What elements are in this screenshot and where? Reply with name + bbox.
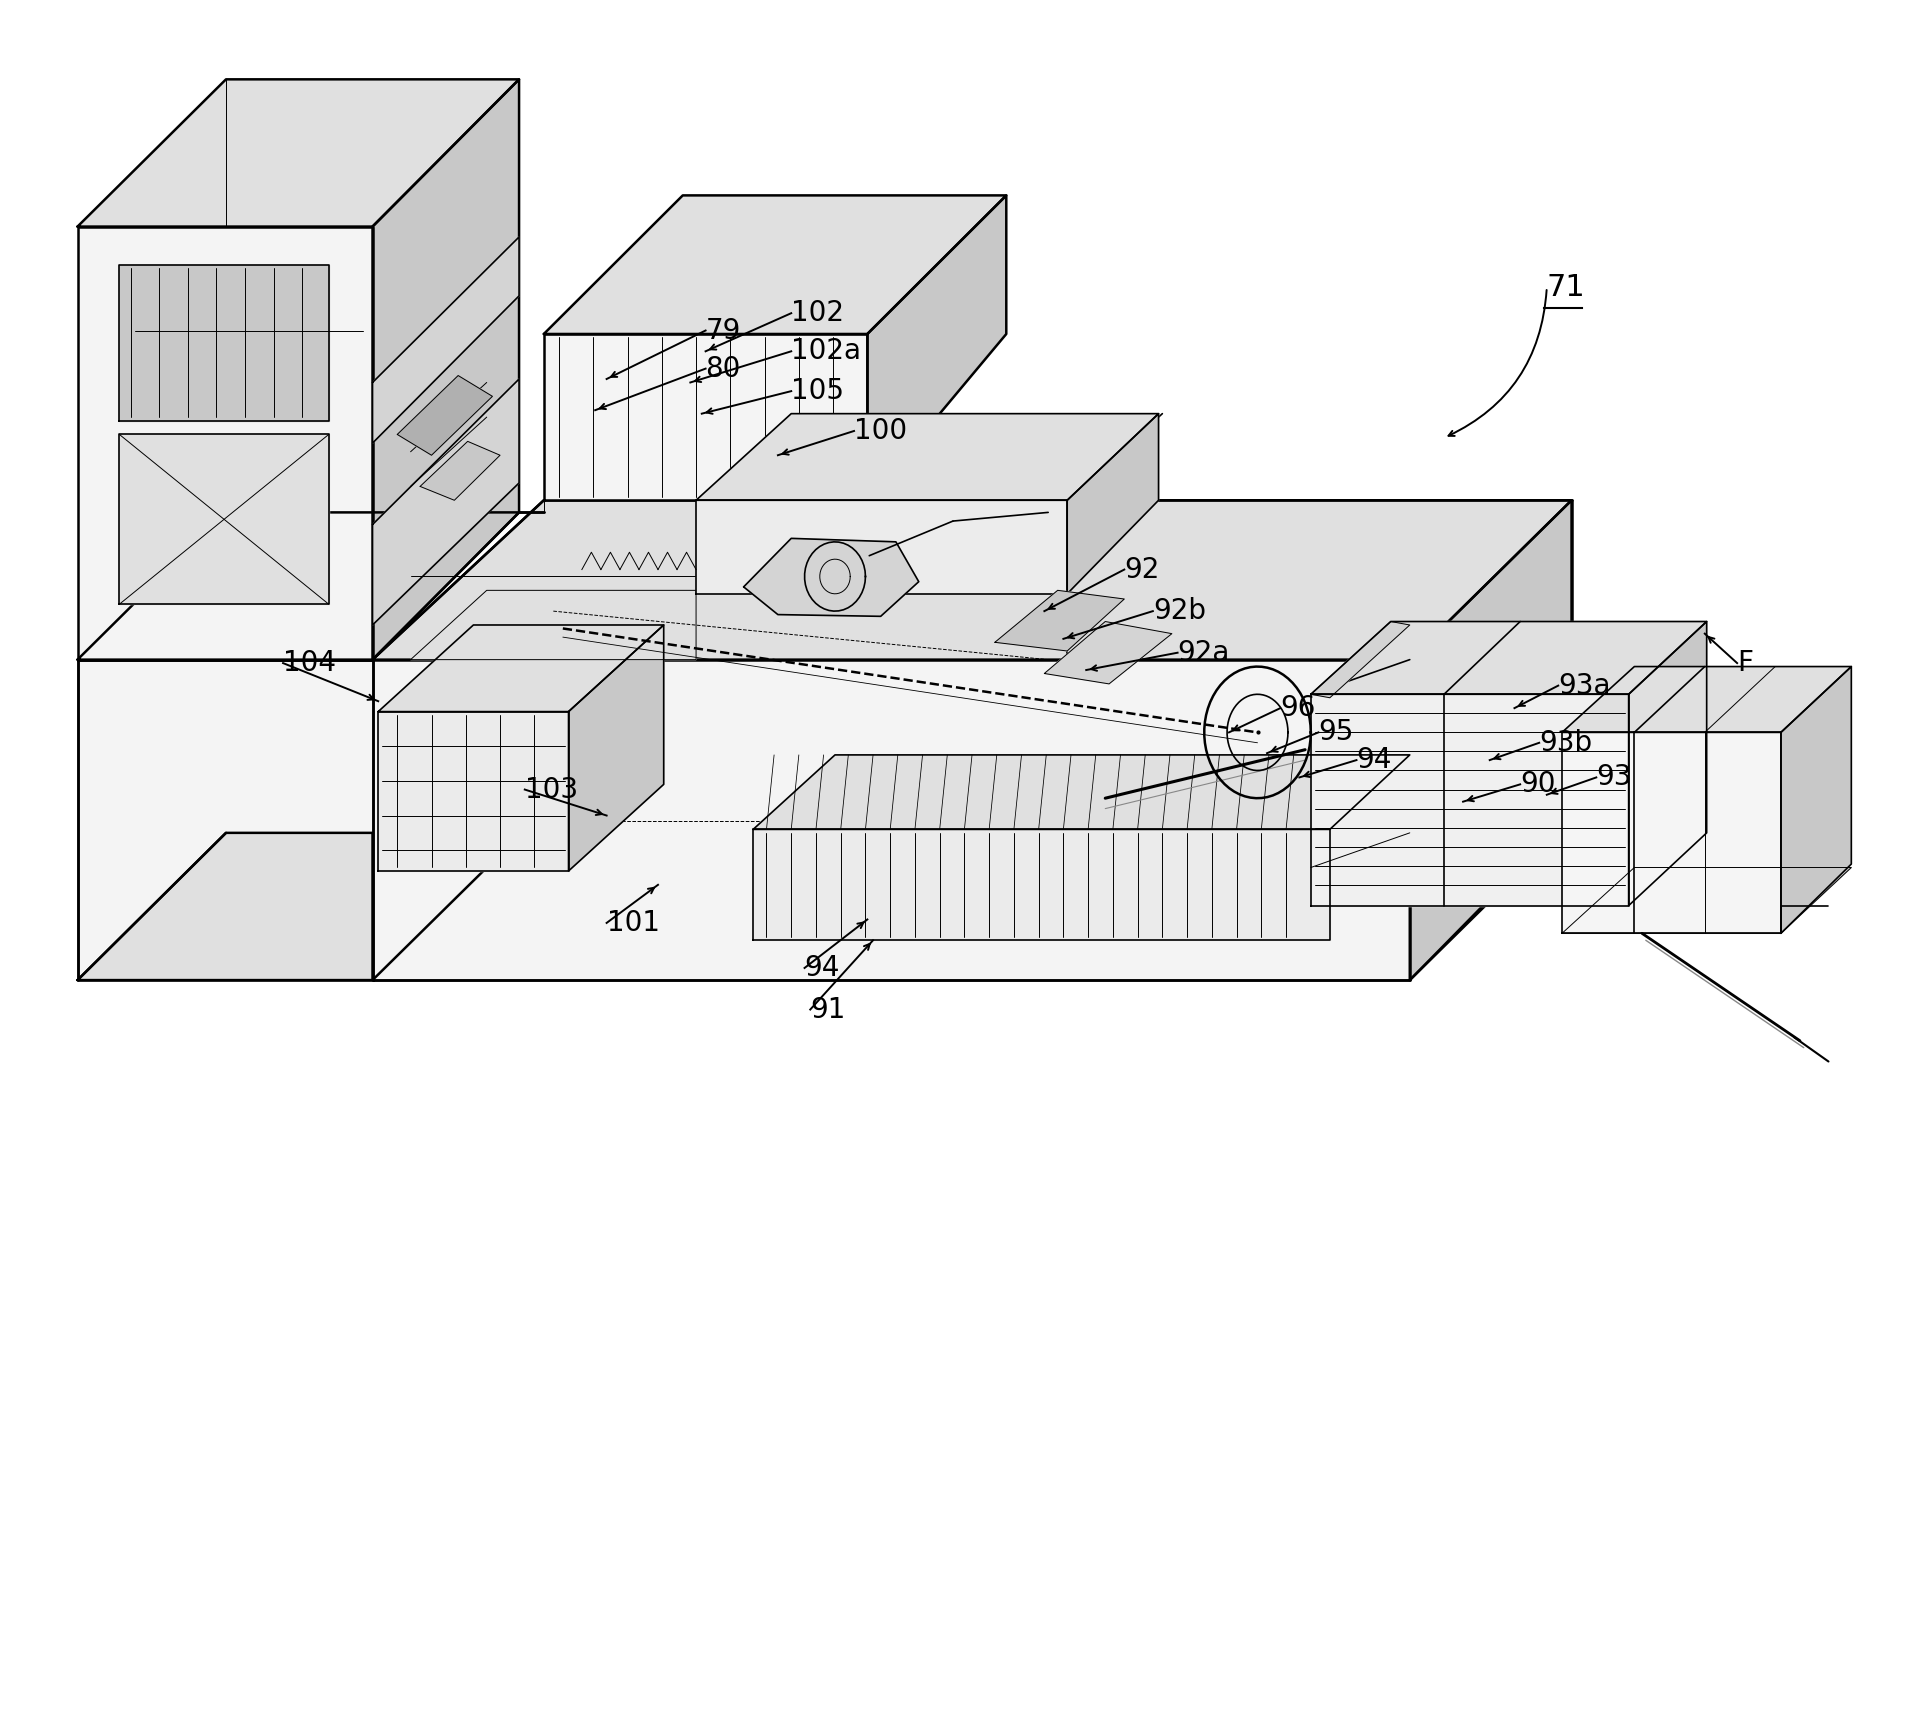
Polygon shape bbox=[1562, 868, 1850, 933]
Polygon shape bbox=[419, 441, 499, 500]
Polygon shape bbox=[120, 434, 328, 604]
Polygon shape bbox=[543, 333, 867, 500]
Polygon shape bbox=[78, 80, 518, 227]
Text: 96: 96 bbox=[1280, 694, 1314, 722]
Polygon shape bbox=[396, 375, 491, 455]
Text: 92a: 92a bbox=[1177, 638, 1229, 666]
Polygon shape bbox=[120, 265, 328, 420]
Polygon shape bbox=[371, 659, 1410, 980]
Polygon shape bbox=[1562, 732, 1779, 933]
Text: 91: 91 bbox=[810, 996, 846, 1024]
Polygon shape bbox=[78, 227, 371, 659]
Polygon shape bbox=[1410, 500, 1572, 980]
Polygon shape bbox=[1627, 621, 1705, 906]
Polygon shape bbox=[1311, 621, 1705, 694]
Text: 100: 100 bbox=[853, 416, 907, 444]
Polygon shape bbox=[752, 829, 1330, 940]
Text: 93a: 93a bbox=[1558, 671, 1610, 699]
Polygon shape bbox=[1044, 621, 1172, 684]
Polygon shape bbox=[371, 80, 518, 659]
Text: 103: 103 bbox=[524, 776, 577, 803]
Polygon shape bbox=[695, 500, 1067, 593]
Text: 90: 90 bbox=[1520, 770, 1554, 798]
Polygon shape bbox=[752, 755, 1410, 829]
Text: 94: 94 bbox=[1356, 746, 1391, 774]
Polygon shape bbox=[695, 413, 1158, 500]
Polygon shape bbox=[78, 512, 518, 659]
Text: 80: 80 bbox=[705, 354, 741, 383]
Text: F: F bbox=[1735, 649, 1753, 677]
Polygon shape bbox=[568, 625, 663, 871]
Polygon shape bbox=[371, 500, 1572, 659]
Text: 92b: 92b bbox=[1153, 597, 1206, 625]
Polygon shape bbox=[543, 196, 1006, 333]
Text: 101: 101 bbox=[606, 909, 659, 937]
Polygon shape bbox=[1067, 413, 1158, 593]
Polygon shape bbox=[994, 590, 1124, 651]
Text: 93: 93 bbox=[1596, 763, 1631, 791]
Polygon shape bbox=[1562, 666, 1850, 732]
Polygon shape bbox=[377, 711, 568, 871]
Text: 79: 79 bbox=[705, 316, 741, 345]
Polygon shape bbox=[1779, 666, 1850, 933]
Polygon shape bbox=[78, 833, 371, 980]
Text: 104: 104 bbox=[284, 649, 335, 677]
Text: 105: 105 bbox=[791, 376, 844, 406]
Polygon shape bbox=[1311, 621, 1410, 697]
Polygon shape bbox=[377, 625, 663, 711]
Text: 94: 94 bbox=[804, 954, 840, 982]
Text: 93b: 93b bbox=[1539, 729, 1591, 756]
Polygon shape bbox=[1311, 694, 1627, 906]
Text: 102a: 102a bbox=[791, 337, 861, 366]
Text: 95: 95 bbox=[1318, 718, 1353, 746]
Polygon shape bbox=[78, 659, 371, 980]
Text: 71: 71 bbox=[1547, 272, 1585, 302]
Polygon shape bbox=[371, 238, 518, 442]
Polygon shape bbox=[410, 590, 695, 659]
Text: 102: 102 bbox=[791, 298, 844, 328]
Polygon shape bbox=[743, 538, 918, 616]
Polygon shape bbox=[867, 196, 1006, 500]
Polygon shape bbox=[371, 378, 518, 625]
Text: 92: 92 bbox=[1124, 555, 1158, 583]
